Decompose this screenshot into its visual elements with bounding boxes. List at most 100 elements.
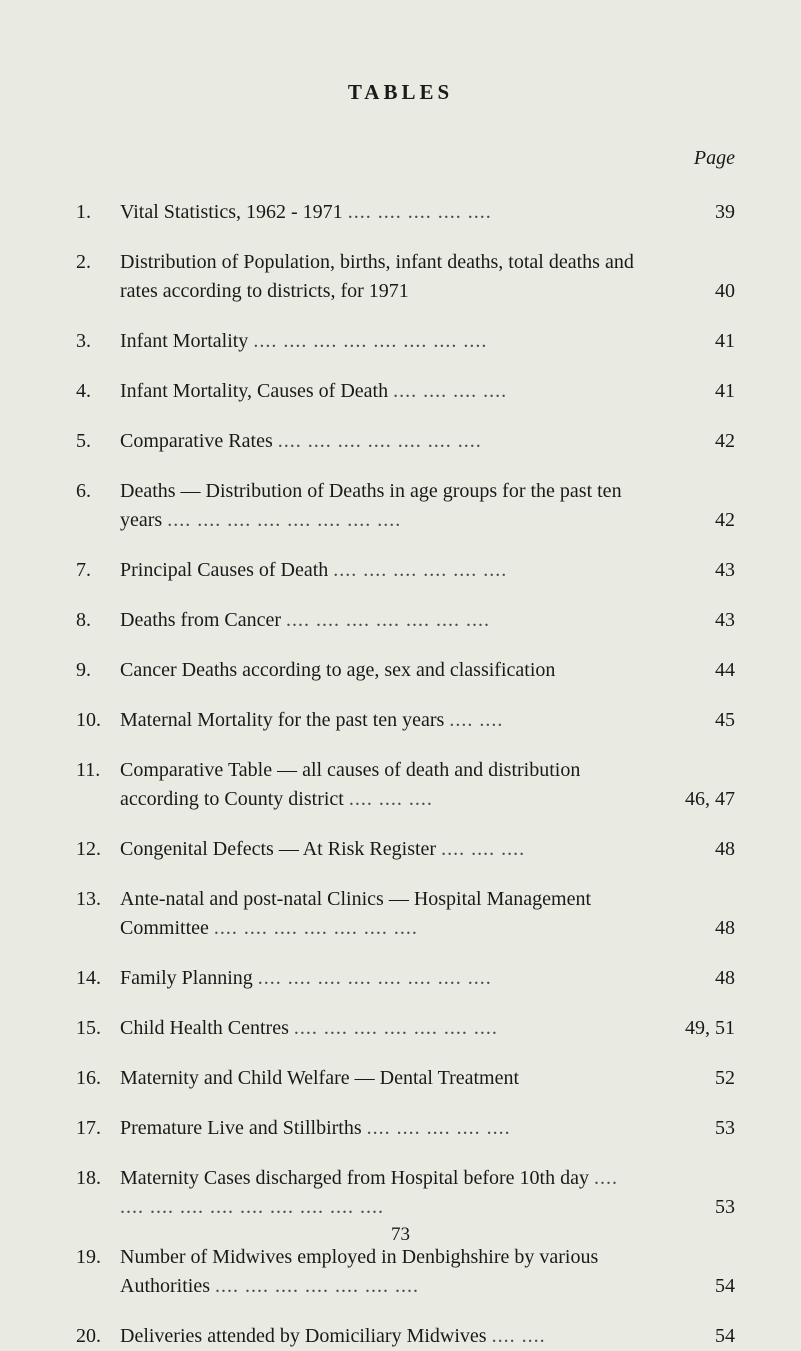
entry-title: Child Health Centres .... .... .... ....… <box>120 1014 655 1043</box>
entry-number: 10. <box>48 706 120 735</box>
entry-title: Maternal Mortality for the past ten year… <box>120 706 655 735</box>
entry-title: Principal Causes of Death .... .... ....… <box>120 556 655 585</box>
entry-title: Family Planning .... .... .... .... ....… <box>120 964 655 993</box>
entry-title: Premature Live and Stillbirths .... ....… <box>120 1114 655 1143</box>
entry-number: 15. <box>48 1014 120 1043</box>
entry-text: Maternity Cases discharged from Hospital… <box>120 1167 589 1189</box>
entry-text: Congenital Defects — At Risk Register <box>120 838 436 860</box>
leader-dots: .... .... .... .... .... .... .... .... <box>258 967 492 989</box>
entry-page: 41 <box>655 327 753 356</box>
entry-number: 13. <box>48 885 120 914</box>
leader-dots: .... .... .... .... .... .... .... <box>215 1275 419 1297</box>
leader-dots: .... .... .... .... .... .... .... <box>294 1017 498 1039</box>
entry-number: 14. <box>48 964 120 993</box>
toc-entry: 8.Deaths from Cancer .... .... .... ....… <box>48 606 753 635</box>
entry-text: Deaths from Cancer <box>120 609 281 631</box>
page-column-label: Page <box>48 147 753 170</box>
toc-entry: 5.Comparative Rates .... .... .... .... … <box>48 427 753 456</box>
entry-text: Infant Mortality, Causes of Death <box>120 380 388 402</box>
leader-dots: .... .... .... .... .... .... .... <box>278 430 482 452</box>
entry-title: Deaths from Cancer .... .... .... .... .… <box>120 606 655 635</box>
entry-page: 54 <box>655 1272 753 1301</box>
entry-number: 7. <box>48 556 120 585</box>
entry-number: 9. <box>48 656 120 685</box>
entry-title: Vital Statistics, 1962 - 1971 .... .... … <box>120 198 655 227</box>
entry-text: Comparative Rates <box>120 430 273 452</box>
toc-entry: 9.Cancer Deaths according to age, sex an… <box>48 656 753 685</box>
entry-page: 45 <box>655 706 753 735</box>
entry-text: Deliveries attended by Domiciliary Midwi… <box>120 1325 487 1347</box>
entry-title: Cancer Deaths according to age, sex and … <box>120 656 655 685</box>
toc-entries: 1.Vital Statistics, 1962 - 1971 .... ...… <box>48 198 753 1351</box>
entry-text: Family Planning <box>120 967 253 989</box>
leader-dots: .... .... .... .... .... <box>367 1117 511 1139</box>
leader-dots: .... .... .... .... .... <box>348 201 492 223</box>
entry-title: Number of Midwives employed in Denbighsh… <box>120 1243 655 1301</box>
entry-number: 6. <box>48 477 120 506</box>
leader-dots: .... .... .... .... .... .... <box>333 559 507 581</box>
leader-dots: .... .... .... .... .... .... .... .... <box>167 509 401 531</box>
entry-page: 48 <box>655 964 753 993</box>
toc-entry: 20.Deliveries attended by Domiciliary Mi… <box>48 1322 753 1351</box>
entry-number: 3. <box>48 327 120 356</box>
entry-page: 41 <box>655 377 753 406</box>
entry-number: 18. <box>48 1164 120 1193</box>
toc-entry: 15.Child Health Centres .... .... .... .… <box>48 1014 753 1043</box>
tables-heading: TABLES <box>48 80 753 105</box>
toc-entry: 13.Ante-natal and post-natal Clinics — H… <box>48 885 753 943</box>
toc-entry: 16.Maternity and Child Welfare — Dental … <box>48 1064 753 1093</box>
entry-title: Comparative Rates .... .... .... .... ..… <box>120 427 655 456</box>
entry-page: 42 <box>655 427 753 456</box>
entry-page: 40 <box>655 277 753 306</box>
leader-dots: .... .... .... .... <box>393 380 507 402</box>
leader-dots: .... .... .... .... .... .... .... <box>214 917 418 939</box>
entry-title: Infant Mortality, Causes of Death .... .… <box>120 377 655 406</box>
entry-page: 49, 51 <box>655 1014 753 1043</box>
toc-entry: 1.Vital Statistics, 1962 - 1971 .... ...… <box>48 198 753 227</box>
entry-text: Vital Statistics, 1962 - 1971 <box>120 201 343 223</box>
entry-page: 48 <box>655 835 753 864</box>
entry-page: 43 <box>655 606 753 635</box>
entry-text: Distribution of Population, births, infa… <box>120 251 634 302</box>
entry-number: 11. <box>48 756 120 785</box>
leader-dots: .... .... <box>492 1325 546 1347</box>
leader-dots: .... .... .... .... .... .... .... .... <box>253 330 487 352</box>
entry-page: 43 <box>655 556 753 585</box>
toc-entry: 7.Principal Causes of Death .... .... ..… <box>48 556 753 585</box>
toc-entry: 12.Congenital Defects — At Risk Register… <box>48 835 753 864</box>
entry-page: 53 <box>655 1193 753 1222</box>
entry-number: 4. <box>48 377 120 406</box>
entry-page: 54 <box>655 1322 753 1351</box>
entry-text: Maternity and Child Welfare — Dental Tre… <box>120 1067 519 1089</box>
entry-text: Premature Live and Stillbirths <box>120 1117 362 1139</box>
entry-title: Comparative Table — all causes of death … <box>120 756 655 814</box>
entry-page: 42 <box>655 506 753 535</box>
entry-page: 52 <box>655 1064 753 1093</box>
toc-entry: 14.Family Planning .... .... .... .... .… <box>48 964 753 993</box>
entry-number: 2. <box>48 248 120 277</box>
toc-entry: 3.Infant Mortality .... .... .... .... .… <box>48 327 753 356</box>
toc-entry: 2.Distribution of Population, births, in… <box>48 248 753 306</box>
leader-dots: .... .... <box>449 709 503 731</box>
entry-title: Distribution of Population, births, infa… <box>120 248 655 306</box>
entry-page: 46, 47 <box>655 785 753 814</box>
entry-title: Maternity Cases discharged from Hospital… <box>120 1164 655 1222</box>
toc-entry: 19.Number of Midwives employed in Denbig… <box>48 1243 753 1301</box>
entry-text: Cancer Deaths according to age, sex and … <box>120 659 555 681</box>
footer-page-number: 73 <box>0 1224 801 1246</box>
entry-title: Congenital Defects — At Risk Register ..… <box>120 835 655 864</box>
entry-title: Infant Mortality .... .... .... .... ...… <box>120 327 655 356</box>
entry-page: 44 <box>655 656 753 685</box>
entry-number: 20. <box>48 1322 120 1351</box>
leader-dots: .... .... .... .... .... .... .... <box>286 609 490 631</box>
entry-number: 8. <box>48 606 120 635</box>
leader-dots: .... .... .... <box>441 838 525 860</box>
toc-entry: 11.Comparative Table — all causes of dea… <box>48 756 753 814</box>
entry-title: Ante-natal and post-natal Clinics — Hosp… <box>120 885 655 943</box>
entry-number: 12. <box>48 835 120 864</box>
toc-entry: 17.Premature Live and Stillbirths .... .… <box>48 1114 753 1143</box>
entry-page: 48 <box>655 914 753 943</box>
leader-dots: .... .... .... <box>349 788 433 810</box>
entry-page: 53 <box>655 1114 753 1143</box>
entry-number: 19. <box>48 1243 120 1272</box>
